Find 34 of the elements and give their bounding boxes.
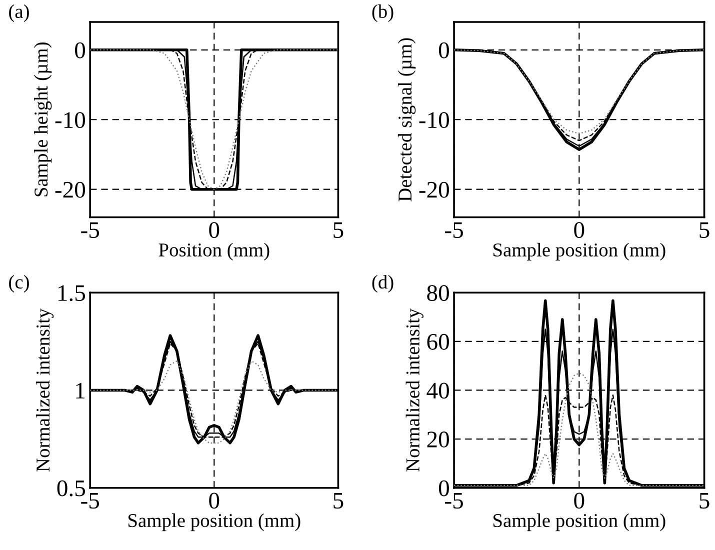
x-tick-label: 5 xyxy=(334,222,344,238)
chart-title: (d) xyxy=(372,274,394,293)
x-axis-title: Sample position (mm) xyxy=(128,513,300,532)
y-tick-label: 80 xyxy=(427,285,449,302)
y-axis-title: Normalized intensity xyxy=(406,308,424,472)
y-axis-title: Detected signal (µm) xyxy=(398,38,416,202)
x-tick-label: -5 xyxy=(81,222,99,238)
x-tick-label: 0 xyxy=(574,492,584,509)
x-tick-label: 0 xyxy=(574,222,584,238)
x-tick-label: 5 xyxy=(700,222,710,238)
chart-title: (b) xyxy=(372,4,394,22)
x-axis-title: Position (mm) xyxy=(158,242,270,260)
y-tick-label: 1 xyxy=(76,382,85,398)
y-axis-title: Normalized intensity xyxy=(36,308,54,472)
y-tick-label: 60 xyxy=(427,334,449,350)
chart-title: (a) xyxy=(9,4,29,22)
y-tick-label: 1.5 xyxy=(58,285,85,302)
y-tick-label: 0 xyxy=(438,42,449,58)
y-tick-label: -10 xyxy=(55,112,86,128)
x-tick-label: 5 xyxy=(334,492,344,509)
chart-title: (c) xyxy=(9,274,29,293)
y-tick-label: -20 xyxy=(55,182,86,198)
x-tick-label: 0 xyxy=(209,222,220,238)
x-tick-label: -5 xyxy=(445,222,463,238)
x-axis-title: Sample position (mm) xyxy=(493,242,666,260)
y-tick-label: 0 xyxy=(75,42,86,58)
x-tick-label: 5 xyxy=(700,492,710,509)
y-tick-label: 20 xyxy=(427,432,449,448)
x-axis-title: Sample position (mm) xyxy=(493,513,666,532)
y-tick-label: -10 xyxy=(419,112,449,128)
y-tick-label: -20 xyxy=(419,182,449,198)
x-tick-label: 0 xyxy=(209,492,220,509)
y-axis-title: Sample height (µm) xyxy=(34,42,52,196)
y-tick-label: 40 xyxy=(426,382,449,399)
